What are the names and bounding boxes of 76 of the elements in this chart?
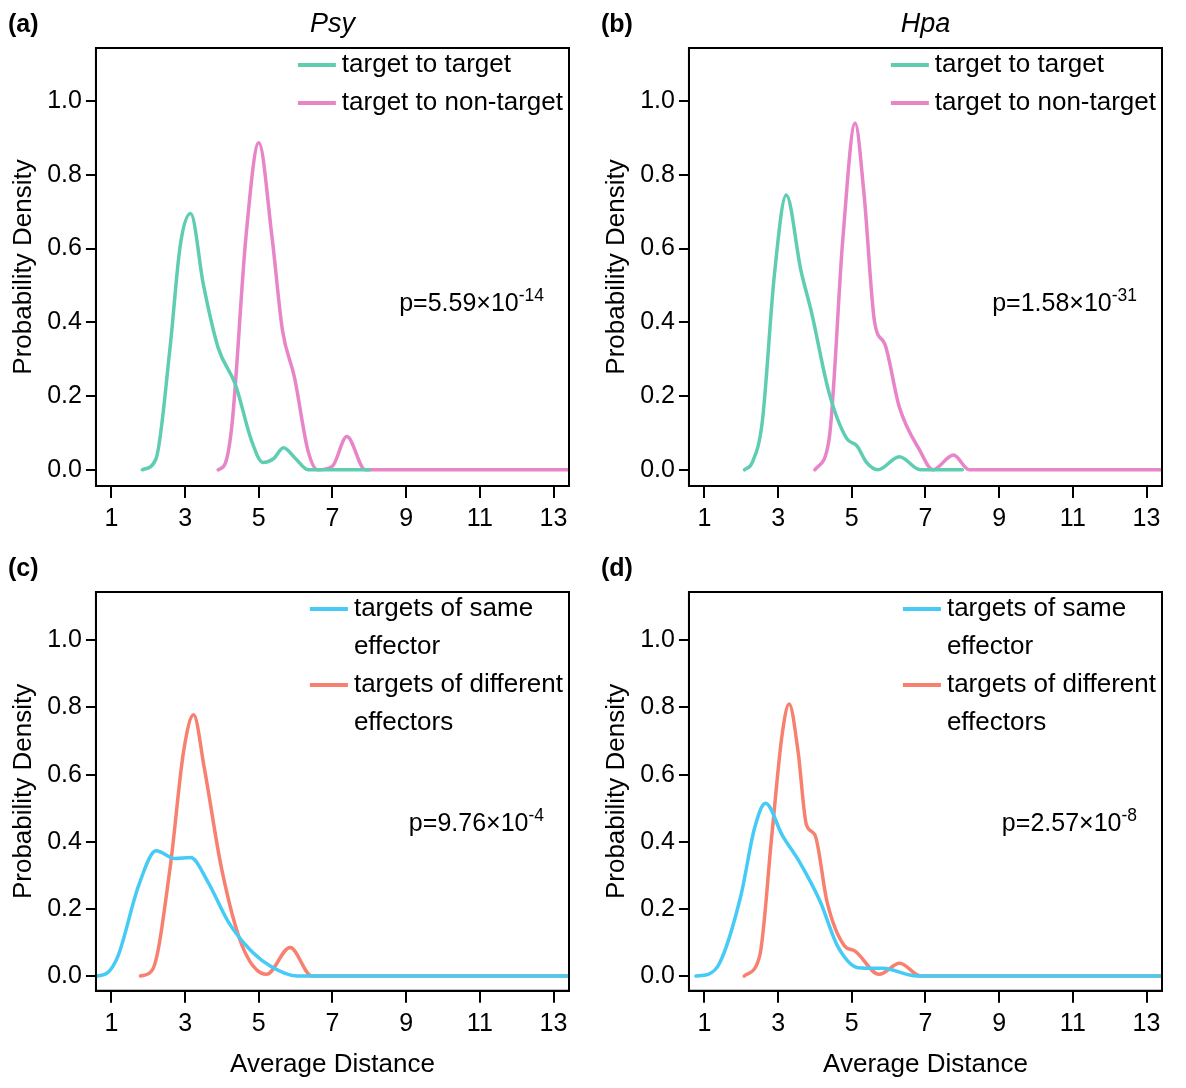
y-tick-label: 0.0 (47, 453, 82, 482)
y-tick-label: 0.6 (47, 232, 82, 261)
x-tick-label: 13 (1132, 502, 1161, 531)
x-tick-label: 3 (178, 502, 193, 531)
x-tick-label: 13 (539, 502, 568, 531)
y-tick-label: 0.2 (640, 379, 675, 408)
y-tick-label: 0.8 (47, 691, 82, 720)
y-tick-label: 1.0 (47, 624, 82, 653)
y-tick-label: 1.0 (640, 84, 675, 113)
x-tick-label: 5 (844, 1007, 859, 1036)
y-axis-title: Probability Density (6, 159, 37, 375)
chart-title: Psy (309, 8, 357, 38)
x-tick-label: 7 (918, 502, 933, 531)
legend-label: target to target (341, 48, 512, 79)
y-tick-label: 0.8 (640, 158, 675, 187)
x-tick-label: 1 (697, 502, 712, 531)
x-tick-label: 5 (251, 502, 266, 531)
text: (a) (8, 9, 39, 37)
y-tick-label: 0.8 (47, 158, 82, 187)
line-series (95, 849, 569, 978)
legend-label: target to non-target (934, 86, 1157, 117)
x-tick-label: 9 (992, 1007, 1007, 1036)
x-tick-label: 7 (918, 1007, 933, 1036)
text: (c) (8, 553, 39, 581)
x-tick-label: 11 (1059, 502, 1086, 531)
line-series (813, 121, 1162, 472)
line-series (216, 141, 569, 472)
y-tick-label: 0.0 (640, 453, 675, 482)
y-tick-label: 0.2 (640, 892, 675, 921)
y-tick-label: 0.0 (640, 959, 675, 988)
y-tick-label: 0.0 (47, 959, 82, 988)
x-tick-label: 1 (104, 502, 119, 531)
y-tick-label: 0.8 (640, 691, 675, 720)
y-tick-label: 0.2 (47, 379, 82, 408)
x-tick-label: 9 (399, 1007, 414, 1036)
line-series (694, 801, 1162, 978)
x-tick-label: 11 (466, 502, 493, 531)
legend-label: targets of different effectors (353, 668, 564, 737)
line-series (742, 193, 965, 472)
x-axis-title: Average Distance (230, 1047, 435, 1078)
legend-label: target to target (934, 48, 1105, 79)
text: (d) (601, 553, 633, 581)
y-tick-label: 0.6 (640, 232, 675, 261)
legend-label: target to non-target (341, 86, 564, 117)
x-tick-label: 3 (771, 1007, 786, 1036)
x-tick-label: 13 (539, 1007, 568, 1036)
legend-label: targets of different effectors (946, 668, 1157, 737)
y-axis-title: Probability Density (6, 683, 37, 900)
x-tick-label: 13 (1132, 1007, 1161, 1036)
x-tick-label: 1 (104, 1007, 119, 1036)
x-tick-label: 5 (844, 502, 859, 531)
y-tick-label: 0.6 (640, 758, 675, 787)
x-tick-label: 7 (325, 1007, 340, 1036)
y-tick-label: 1.0 (47, 84, 82, 113)
x-axis-title: Average Distance (823, 1047, 1028, 1078)
line-series (140, 211, 372, 472)
x-tick-label: 9 (992, 502, 1007, 531)
y-tick-label: 0.4 (47, 306, 83, 335)
chart-title: Hpa (900, 8, 951, 38)
y-tick-label: 0.6 (47, 758, 82, 787)
x-tick-label: 3 (178, 1007, 193, 1036)
y-tick-label: 0.4 (640, 306, 676, 335)
text: (b) (601, 9, 633, 37)
y-tick-label: 0.4 (640, 825, 676, 854)
y-tick-label: 1.0 (640, 624, 675, 653)
y-axis-title: Probability Density (599, 683, 630, 900)
x-tick-label: 11 (1059, 1007, 1086, 1036)
y-axis-title: Probability Density (599, 159, 630, 375)
x-tick-label: 5 (251, 1007, 266, 1036)
x-tick-label: 1 (697, 1007, 712, 1036)
x-tick-label: 11 (466, 1007, 493, 1036)
x-tick-label: 3 (771, 502, 786, 531)
x-tick-label: 9 (399, 502, 414, 531)
y-tick-label: 0.2 (47, 892, 82, 921)
x-tick-label: 7 (325, 502, 340, 531)
y-tick-label: 0.4 (47, 825, 83, 854)
